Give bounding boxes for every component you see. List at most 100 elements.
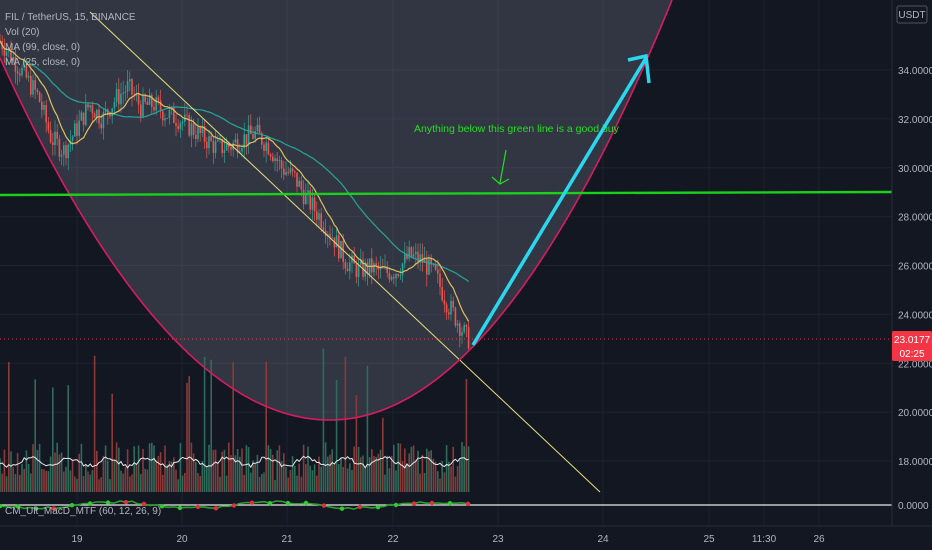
volume-bar	[239, 456, 241, 492]
volume-bar	[333, 464, 336, 492]
candle-body	[186, 114, 188, 116]
candle-body	[265, 142, 267, 151]
candle-body	[305, 192, 307, 204]
candle-body	[208, 136, 210, 149]
currency-button-label[interactable]: USDT	[898, 10, 925, 21]
volume-bar	[329, 454, 331, 492]
volume-bar	[192, 453, 195, 492]
candle-body	[146, 101, 149, 105]
volume-bar	[236, 448, 239, 492]
candle-body	[300, 180, 303, 190]
volume-bar	[186, 382, 188, 492]
volume-bar	[386, 455, 388, 492]
candle-body	[250, 125, 252, 134]
volume-bar	[434, 461, 437, 492]
volume-bar	[41, 468, 43, 492]
price-tick-label: 28.0000	[898, 213, 932, 224]
volume-bar	[74, 476, 76, 492]
volume-bar	[324, 442, 327, 492]
candle-body	[327, 234, 329, 237]
volume-bar	[360, 457, 362, 492]
price-tick-label: 32.0000	[898, 115, 932, 126]
volume-bar	[397, 443, 399, 492]
volume-bar	[294, 465, 296, 492]
price-axis[interactable]: 34.0000 32.0000 30.0000 28.0000 26.0000 24.00…	[891, 0, 932, 550]
volume-bar	[87, 471, 89, 492]
candle-body	[41, 101, 43, 110]
volume-bar	[353, 446, 355, 492]
volume-bar	[34, 379, 36, 492]
candle-body	[360, 259, 362, 265]
candle-body	[43, 105, 45, 110]
macd-dot	[15, 504, 21, 509]
macd-dot	[285, 500, 291, 506]
time-tick-label: 19	[71, 534, 83, 545]
volume-bar	[212, 449, 215, 492]
macd-dot	[87, 501, 93, 506]
macd-dot	[465, 501, 471, 506]
price-tag-countdown: 02:25	[899, 349, 924, 360]
time-axis[interactable]: 19 20 21 22 23 24 25 11:30 26	[0, 525, 932, 550]
volume-bar	[423, 473, 426, 492]
currency-button-box[interactable]	[896, 5, 928, 24]
volume-bar	[415, 459, 417, 492]
price-tick-label: 24.0000	[898, 310, 932, 321]
candle-body	[256, 125, 259, 131]
volume-bar	[390, 455, 393, 492]
candle-body	[285, 171, 287, 175]
candle-body	[309, 190, 311, 210]
candle-body	[140, 104, 142, 117]
candle-body	[124, 91, 127, 93]
candle-body	[225, 143, 228, 151]
candle-body	[461, 332, 463, 336]
price-tag-value: 23.0177	[894, 335, 931, 346]
volume-bar	[199, 475, 201, 492]
volume-bar	[320, 466, 322, 492]
price-tick-label: 26.0000	[898, 262, 932, 273]
volume-bar	[401, 461, 404, 492]
candle-body	[362, 259, 364, 277]
time-tick-label: 26	[813, 534, 825, 545]
volume-bar	[335, 380, 338, 492]
candle-body	[278, 160, 281, 162]
macd-dot	[393, 502, 399, 508]
volume-bar	[49, 456, 52, 492]
candle-body	[258, 125, 261, 133]
time-tick-label: 25	[703, 534, 715, 545]
time-tick-label: 20	[176, 534, 188, 545]
descending-trendline	[89, 11, 601, 493]
candle-body	[52, 142, 54, 146]
volume-bar	[371, 449, 373, 492]
candle-body	[287, 171, 289, 173]
candle-body	[34, 80, 36, 90]
macd-dot	[339, 506, 345, 511]
volume-bar	[430, 450, 432, 492]
volume-bar	[153, 445, 155, 492]
volume-bar	[8, 361, 10, 492]
candle-body	[443, 300, 446, 305]
volume-bar	[3, 449, 6, 492]
candle-body	[23, 64, 25, 69]
macd-zero-label: 0.0000	[898, 501, 929, 512]
candle-body	[85, 104, 87, 125]
volume-bar	[146, 469, 149, 492]
legend: FIL / TetherUS, 15, BINANCE Vol (20) MA …	[5, 12, 161, 517]
candle-body	[439, 273, 441, 287]
annotation-arrow	[491, 149, 510, 185]
volume-bar	[91, 470, 94, 492]
volume-bar	[201, 461, 204, 492]
candle-body	[467, 326, 470, 349]
candle-body	[212, 140, 215, 153]
time-tick-label: 11:30	[752, 534, 777, 545]
currency-button[interactable]: USDT	[896, 5, 928, 24]
candle-body	[340, 240, 342, 259]
candle-body	[159, 100, 162, 112]
candle-body	[104, 109, 107, 113]
price-tick-label: 20.0000	[898, 408, 932, 419]
candle-body	[280, 160, 283, 169]
volume-bar	[393, 444, 395, 492]
candle-body	[316, 211, 318, 220]
candle-body	[10, 48, 12, 62]
candle-body	[113, 101, 116, 109]
